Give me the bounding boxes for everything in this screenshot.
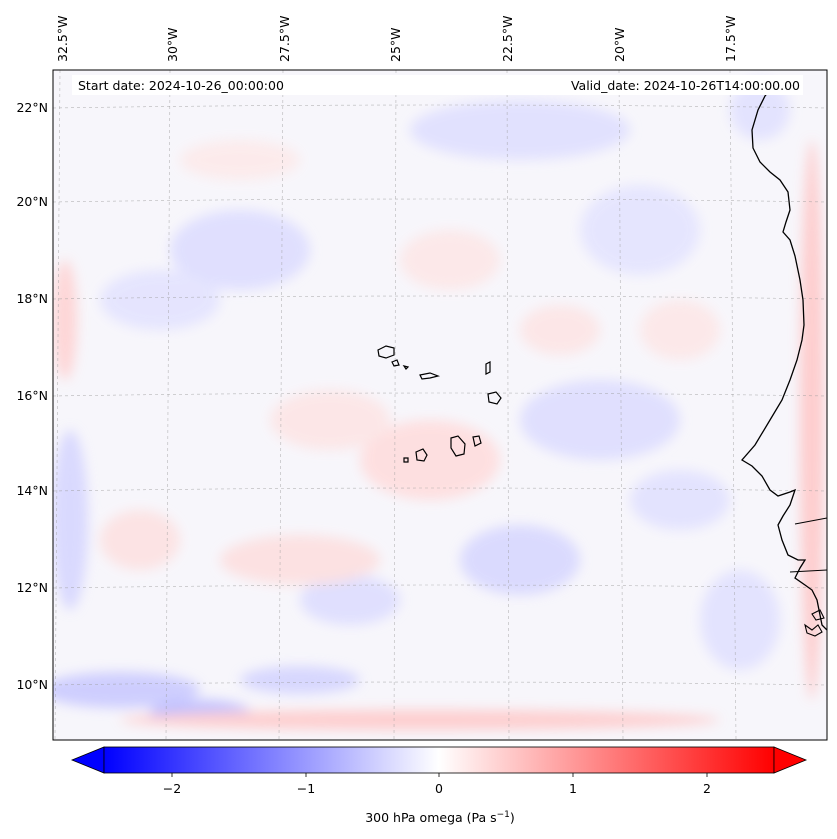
colorbar-tick: −2 [163, 781, 181, 796]
lon-label: 25°W [388, 27, 403, 62]
start-date-label: Start date: 2024-10-26_00:00:00 [78, 78, 284, 93]
lat-label: 16°N [16, 388, 48, 403]
longitude-labels: 32.5°W 30°W 27.5°W 25°W 22.5°W 20°W 17.5… [55, 16, 738, 62]
colorbar-ramp [103, 746, 775, 774]
lon-label: 22.5°W [500, 16, 515, 62]
cape-verde-islands [377, 345, 502, 463]
info-band [72, 75, 803, 95]
colorbar-label: 300 hPa omega (Pa s−1) [365, 810, 515, 825]
lon-label: 17.5°W [723, 16, 738, 62]
map-frame [52, 69, 828, 741]
graticule [53, 70, 827, 740]
african-coastline [741, 89, 827, 631]
lat-label: 12°N [16, 580, 48, 595]
colorbar-tick: 1 [569, 781, 577, 796]
colorbar-min-extend [70, 746, 105, 774]
lat-label: 10°N [16, 677, 48, 692]
lon-label: 20°W [612, 27, 627, 62]
latitude-labels: 22°N 20°N 18°N 16°N 14°N 12°N 10°N [16, 100, 48, 692]
lat-label: 20°N [16, 194, 48, 209]
omega-field [53, 70, 827, 740]
lat-label: 22°N [16, 100, 48, 115]
lon-label: 27.5°W [277, 16, 292, 62]
colorbar-max-extend [773, 746, 808, 774]
lon-label: 32.5°W [55, 16, 70, 62]
valid-date-label: Valid_date: 2024-10-26T14:00:00.00 [571, 78, 800, 93]
colorbar: −2 −1 0 1 2 300 hPa omega (Pa s−1) [70, 746, 808, 825]
colorbar-tick: −1 [297, 781, 315, 796]
lat-label: 18°N [16, 291, 48, 306]
colorbar-tick: 0 [435, 781, 443, 796]
colorbar-tick: 2 [703, 781, 711, 796]
lon-label: 30°W [165, 27, 180, 62]
lat-label: 14°N [16, 483, 48, 498]
